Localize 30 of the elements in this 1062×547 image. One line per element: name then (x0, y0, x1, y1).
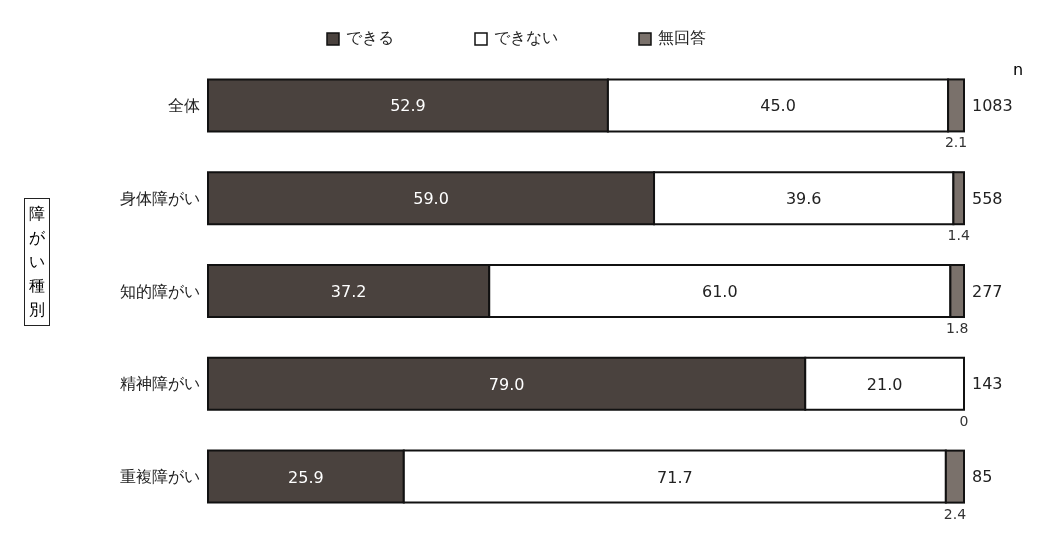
data-label: 39.6 (785, 189, 822, 209)
data-label: 25.9 (288, 467, 324, 487)
y-tick-label: 重複障がい (120, 467, 200, 487)
y-tick-label: 精神障がい (120, 374, 200, 394)
y-axis-title: 障がい種別 (28, 203, 46, 321)
data-label: 71.7 (657, 467, 693, 487)
legend-label: 無回答 (658, 28, 706, 47)
data-label: 21.0 (866, 374, 903, 394)
legend-label: できる (346, 28, 394, 47)
text: 558 (972, 188, 1003, 208)
data-label: 37.2 (330, 282, 367, 302)
data-label: 52.9 (390, 96, 426, 116)
data-label: 2.1 (944, 134, 968, 151)
y-tick-label: 身体障がい (120, 188, 200, 208)
y-tick-label: 全体 (168, 96, 200, 116)
text: 1083 (972, 96, 1013, 116)
data-label: 61.0 (702, 282, 738, 302)
text: 143 (972, 374, 1003, 394)
data-label: 1.8 (946, 320, 969, 337)
data-label: 45.0 (760, 96, 796, 116)
data-label: 2.4 (943, 505, 967, 522)
y-tick-label: 知的障がい (120, 281, 200, 301)
data-label: 59.0 (413, 189, 449, 209)
data-label: 1.4 (947, 227, 970, 244)
text: 277 (972, 281, 1003, 301)
data-label: 79.0 (488, 374, 525, 394)
text: 85 (972, 467, 993, 487)
text: n (1013, 60, 1024, 79)
legend-label: できない (494, 28, 558, 47)
data-label: 0 (959, 412, 969, 429)
